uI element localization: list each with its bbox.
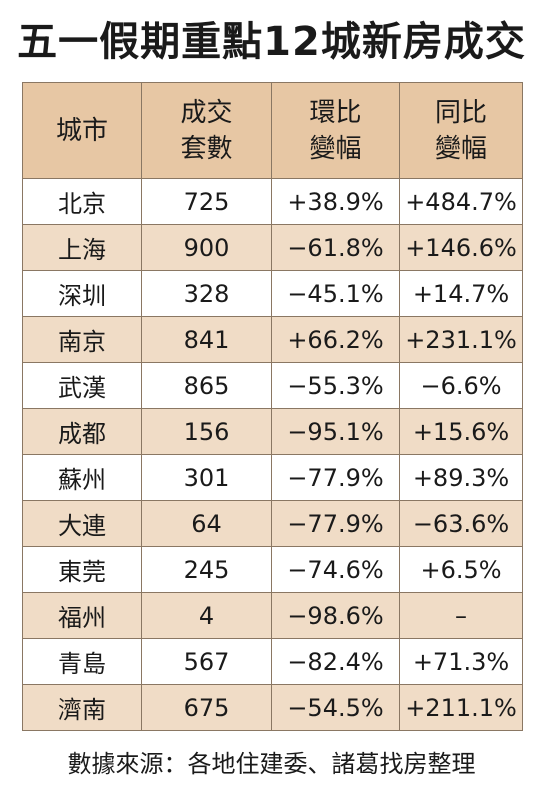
page-title: 五一假期重點12城新房成交 (17, 19, 526, 65)
cell-yoy: +89.3% (399, 454, 523, 501)
cell-volume: 245 (141, 546, 272, 593)
cell-mom: −61.8% (271, 224, 400, 271)
header-yoy-line1: 同比 (434, 97, 487, 128)
table-row: 北京 725 +38.9% +484.7% (22, 178, 523, 225)
cell-city: 青島 (22, 638, 142, 685)
header-city: 城市 (22, 82, 142, 179)
header-mom: 環比 變幅 (271, 82, 400, 179)
cell-city: 上海 (22, 224, 142, 271)
cell-volume: 64 (141, 500, 272, 547)
cell-yoy: +211.1% (399, 684, 523, 731)
cell-volume: 725 (141, 178, 272, 225)
cell-city: 成都 (22, 408, 142, 455)
table-row: 青島 567 −82.4% +71.3% (22, 638, 523, 685)
table-row: 濟南 675 −54.5% +211.1% (22, 684, 523, 731)
table-row: 東莞 245 −74.6% +6.5% (22, 546, 523, 593)
source-note: 數據來源：各地住建委、諸葛找房整理 (67, 750, 476, 778)
table-row: 福州 4 −98.6% – (22, 592, 523, 639)
cell-volume: 567 (141, 638, 272, 685)
cell-city: 蘇州 (22, 454, 142, 501)
header-city-label: 城市 (55, 115, 108, 146)
cell-volume: 4 (141, 592, 272, 639)
table-row: 深圳 328 −45.1% +14.7% (22, 270, 523, 317)
housing-sales-table: 城市 成交 套數 環比 變幅 同比 變幅 北京 725 +38.9% +484.… (22, 82, 523, 731)
cell-city: 北京 (22, 178, 142, 225)
table-row: 成都 156 −95.1% +15.6% (22, 408, 523, 455)
cell-volume: 328 (141, 270, 272, 317)
cell-yoy: +14.7% (399, 270, 523, 317)
cell-volume: 301 (141, 454, 272, 501)
cell-mom: −82.4% (271, 638, 400, 685)
cell-mom: −54.5% (271, 684, 400, 731)
cell-mom: −77.9% (271, 500, 400, 547)
cell-yoy: +146.6% (399, 224, 523, 271)
header-yoy-line2: 變幅 (434, 133, 487, 164)
header-mom-line2: 變幅 (309, 133, 362, 164)
cell-mom: −98.6% (271, 592, 400, 639)
cell-city: 深圳 (22, 270, 142, 317)
cell-yoy: −63.6% (399, 500, 523, 547)
cell-volume: 900 (141, 224, 272, 271)
table-row: 蘇州 301 −77.9% +89.3% (22, 454, 523, 501)
table-row: 南京 841 +66.2% +231.1% (22, 316, 523, 363)
cell-city: 南京 (22, 316, 142, 363)
header-volume-line1: 成交 (180, 97, 233, 128)
cell-mom: −95.1% (271, 408, 400, 455)
table-header-row: 城市 成交 套數 環比 變幅 同比 變幅 (22, 82, 523, 179)
table-row: 武漢 865 −55.3% −6.6% (22, 362, 523, 409)
cell-city: 武漢 (22, 362, 142, 409)
header-mom-line1: 環比 (309, 97, 362, 128)
cell-yoy: – (399, 592, 523, 639)
cell-city: 濟南 (22, 684, 142, 731)
header-yoy: 同比 變幅 (399, 82, 523, 179)
cell-volume: 865 (141, 362, 272, 409)
cell-volume: 156 (141, 408, 272, 455)
cell-mom: +66.2% (271, 316, 400, 363)
cell-city: 大連 (22, 500, 142, 547)
cell-city: 東莞 (22, 546, 142, 593)
cell-volume: 675 (141, 684, 272, 731)
header-volume-line2: 套數 (180, 133, 233, 164)
cell-yoy: +6.5% (399, 546, 523, 593)
cell-yoy: +71.3% (399, 638, 523, 685)
table-row: 大連 64 −77.9% −63.6% (22, 500, 523, 547)
cell-mom: −74.6% (271, 546, 400, 593)
cell-mom: +38.9% (271, 178, 400, 225)
cell-volume: 841 (141, 316, 272, 363)
cell-mom: −77.9% (271, 454, 400, 501)
cell-yoy: −6.6% (399, 362, 523, 409)
cell-yoy: +484.7% (399, 178, 523, 225)
table-row: 上海 900 −61.8% +146.6% (22, 224, 523, 271)
cell-city: 福州 (22, 592, 142, 639)
cell-yoy: +15.6% (399, 408, 523, 455)
header-volume: 成交 套數 (141, 82, 272, 179)
cell-mom: −55.3% (271, 362, 400, 409)
cell-yoy: +231.1% (399, 316, 523, 363)
cell-mom: −45.1% (271, 270, 400, 317)
